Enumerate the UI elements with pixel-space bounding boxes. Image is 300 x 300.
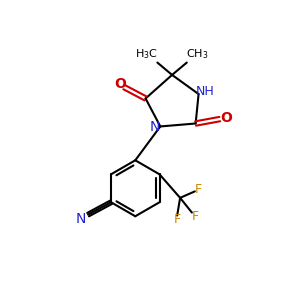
Text: O: O (115, 77, 127, 91)
Text: O: O (220, 111, 232, 124)
Text: N: N (76, 212, 86, 226)
Text: H$_3$C: H$_3$C (135, 47, 158, 61)
Text: N: N (150, 120, 160, 134)
Text: CH$_3$: CH$_3$ (187, 47, 209, 61)
Text: NH: NH (196, 85, 214, 98)
Text: F: F (195, 183, 202, 196)
Text: F: F (191, 210, 198, 223)
Text: F: F (174, 212, 181, 226)
